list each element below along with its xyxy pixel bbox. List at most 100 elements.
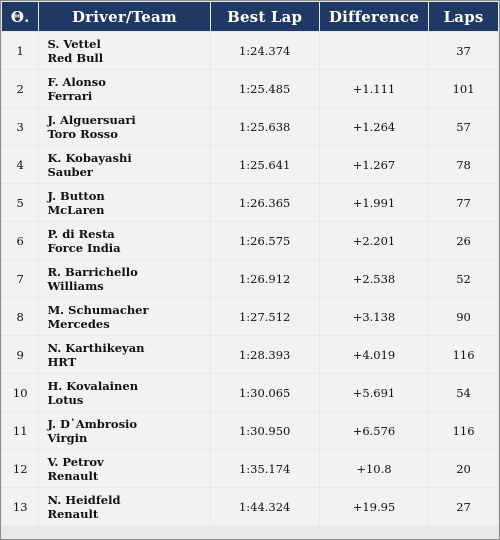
team-name: Virgin xyxy=(47,430,88,445)
cell-driver-team: M. Schumacher Mercedes xyxy=(39,298,210,335)
team-name: Red Bull xyxy=(47,50,104,65)
table-row: 2 F. Alonso Ferrari 1:25.485 +1.111 101 xyxy=(2,70,498,107)
cell-position: 1 xyxy=(2,32,39,69)
cell-difference: +5.691 xyxy=(319,374,429,411)
team-name: Mercedes xyxy=(47,316,110,331)
cell-laps: 78 xyxy=(429,146,498,183)
table-row: 1 S. Vettel Red Bull 1:24.374 37 xyxy=(2,32,498,69)
cell-difference: +1.267 xyxy=(319,146,429,183)
driver-name: H. Kovalainen xyxy=(47,378,139,393)
driver-name: F. Alonso xyxy=(47,74,106,89)
cell-position: 12 xyxy=(2,450,39,487)
cell-best-lap: 1:26.575 xyxy=(210,222,319,259)
driver-name: K. Kobayashi xyxy=(47,150,132,165)
cell-difference: +2.201 xyxy=(319,222,429,259)
table-row: 6 P. di Resta Force India 1:26.575 +2.201 26 xyxy=(2,222,498,259)
cell-difference: +1.991 xyxy=(319,184,429,221)
driver-name: J. Button xyxy=(47,188,105,203)
cell-best-lap: 1:25.485 xyxy=(210,70,319,107)
table-row: 4 K. Kobayashi Sauber 1:25.641 +1.267 78 xyxy=(2,146,498,183)
cell-position: 4 xyxy=(2,146,39,183)
cell-position: 11 xyxy=(2,412,39,449)
cell-position: 8 xyxy=(2,298,39,335)
table-body: 1 S. Vettel Red Bull 1:24.374 37 2 F. Alonso Fe… xyxy=(2,32,498,525)
cell-laps: 26 xyxy=(429,222,498,259)
cell-position: 10 xyxy=(2,374,39,411)
cell-difference: +4.019 xyxy=(319,336,429,373)
table-row: 9 N. Karthikeyan HRT 1:28.393 +4.019 116 xyxy=(2,336,498,373)
table-row: 5 J. Button McLaren 1:26.365 +1.991 77 xyxy=(2,184,498,221)
cell-difference: +19.95 xyxy=(319,488,429,525)
table-row: 12 V. Petrov Renault 1:35.174 +10.8 20 xyxy=(2,450,498,487)
header-best-lap: Best Lap xyxy=(210,2,319,31)
cell-best-lap: 1:26.912 xyxy=(210,260,319,297)
driver-name: M. Schumacher xyxy=(47,302,149,317)
cell-driver-team: J. D᾽Ambrosio Virgin xyxy=(39,412,210,449)
cell-driver-team: F. Alonso Ferrari xyxy=(39,70,210,107)
cell-best-lap: 1:24.374 xyxy=(210,32,319,69)
driver-name: V. Petrov xyxy=(47,454,104,469)
team-name: Renault xyxy=(47,506,99,521)
team-name: McLaren xyxy=(47,202,105,217)
cell-best-lap: 1:27.512 xyxy=(210,298,319,335)
cell-position: 6 xyxy=(2,222,39,259)
cell-difference: +3.138 xyxy=(319,298,429,335)
team-name: Toro Rosso xyxy=(47,126,118,141)
cell-best-lap: 1:25.638 xyxy=(210,108,319,145)
cell-difference xyxy=(319,32,429,69)
cell-laps: 77 xyxy=(429,184,498,221)
driver-name: R. Barrichello xyxy=(47,264,138,279)
cell-position: 3 xyxy=(2,108,39,145)
cell-laps: 90 xyxy=(429,298,498,335)
cell-difference: +1.264 xyxy=(319,108,429,145)
cell-difference: +10.8 xyxy=(319,450,429,487)
cell-driver-team: R. Barrichello Williams xyxy=(39,260,210,297)
header-driver-team: Driver/Team xyxy=(39,2,210,31)
cell-best-lap: 1:30.065 xyxy=(210,374,319,411)
table-row: 13 N. Heidfeld Renault 1:44.324 +19.95 27 xyxy=(2,488,498,525)
cell-driver-team: P. di Resta Force India xyxy=(39,222,210,259)
cell-position: 2 xyxy=(2,70,39,107)
cell-difference: +6.576 xyxy=(319,412,429,449)
table-row: 10 H. Kovalainen Lotus 1:30.065 +5.691 54 xyxy=(2,374,498,411)
cell-driver-team: S. Vettel Red Bull xyxy=(39,32,210,69)
cell-best-lap: 1:44.324 xyxy=(210,488,319,525)
team-name: Sauber xyxy=(47,164,93,179)
cell-difference: +1.111 xyxy=(319,70,429,107)
cell-driver-team: V. Petrov Renault xyxy=(39,450,210,487)
cell-driver-team: H. Kovalainen Lotus xyxy=(39,374,210,411)
cell-laps: 27 xyxy=(429,488,498,525)
driver-name: N. Heidfeld xyxy=(47,492,121,507)
results-table: Θ. Driver/Team Best Lap Difference Laps … xyxy=(1,1,499,526)
cell-best-lap: 1:35.174 xyxy=(210,450,319,487)
cell-laps: 57 xyxy=(429,108,498,145)
driver-name: P. di Resta xyxy=(47,226,115,241)
cell-laps: 37 xyxy=(429,32,498,69)
table-row: 11 J. D᾽Ambrosio Virgin 1:30.950 +6.576 116 xyxy=(2,412,498,449)
team-name: Renault xyxy=(47,468,99,483)
header-laps: Laps xyxy=(429,2,498,31)
cell-position: 5 xyxy=(2,184,39,221)
table-row: 3 J. Alguersuari Toro Rosso 1:25.638 +1.264 5… xyxy=(2,108,498,145)
table-row: 7 R. Barrichello Williams 1:26.912 +2.538 52 xyxy=(2,260,498,297)
cell-position: 13 xyxy=(2,488,39,525)
cell-laps: 52 xyxy=(429,260,498,297)
cell-driver-team: K. Kobayashi Sauber xyxy=(39,146,210,183)
team-name: Ferrari xyxy=(47,88,93,103)
cell-driver-team: N. Karthikeyan HRT xyxy=(39,336,210,373)
cell-driver-team: J. Alguersuari Toro Rosso xyxy=(39,108,210,145)
cell-laps: 20 xyxy=(429,450,498,487)
driver-name: J. Alguersuari xyxy=(47,112,136,127)
header-position: Θ. xyxy=(2,2,39,31)
cell-laps: 116 xyxy=(429,412,498,449)
cell-best-lap: 1:25.641 xyxy=(210,146,319,183)
table-row: 8 M. Schumacher Mercedes 1:27.512 +3.138 90 xyxy=(2,298,498,335)
cell-laps: 54 xyxy=(429,374,498,411)
team-name: Lotus xyxy=(47,392,84,407)
cell-position: 9 xyxy=(2,336,39,373)
cell-best-lap: 1:28.393 xyxy=(210,336,319,373)
team-name: Force India xyxy=(47,240,121,255)
header-difference: Difference xyxy=(319,2,429,31)
cell-driver-team: N. Heidfeld Renault xyxy=(39,488,210,525)
